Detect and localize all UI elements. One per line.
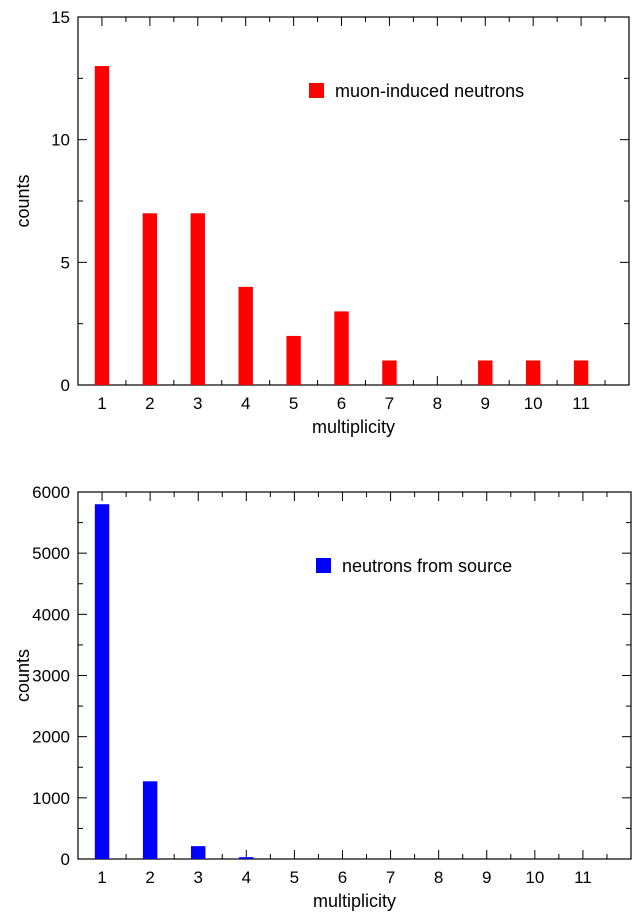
legend-label: neutrons from source [342,556,512,576]
x-tick-label: 6 [338,868,347,887]
x-axis-label: multiplicity [312,417,395,437]
x-tick-labels: 1 2 3 4 5 6 7 8 9 10 11 [97,868,591,887]
x-tick-label: 2 [145,394,154,413]
x-tick-label: 2 [145,868,154,887]
bar [191,846,205,859]
x-tick-label: 8 [434,868,443,887]
bars [95,66,589,385]
x-tick-label: 11 [574,868,592,887]
chart-source-neutrons: 1 2 3 4 5 6 7 8 9 10 11 0100020003000400050006000 … [13,483,631,911]
legend-swatch [309,83,324,98]
y-tick-labels: 0 1000 2000 3000 4000 5000 6000 [32,483,70,869]
y-tick-labels: 0 5 10 15 [51,8,70,395]
legend: muon-induced neutrons [309,81,524,101]
bar [95,66,109,385]
axis-ticks [78,17,629,385]
axis-ticks [78,492,631,859]
bar [143,213,157,385]
bar [334,311,348,385]
y-axis-label: counts [13,649,33,702]
x-tick-label: 6 [337,394,346,413]
bar [143,781,157,859]
x-tick-label: 5 [290,868,299,887]
bars [95,504,254,859]
x-tick-label: 1 [97,868,106,887]
x-tick-label: 4 [241,394,250,413]
x-tick-label: 8 [433,394,442,413]
x-tick-label: 5 [289,394,298,413]
bar [95,504,109,859]
bar [239,287,253,385]
y-tick-label: 0 [61,850,70,869]
x-tick-label: 1 [97,394,106,413]
legend-swatch [316,558,331,573]
bar [574,360,588,385]
x-tick-label: 7 [385,394,394,413]
y-tick-label: 3000 [32,667,70,686]
x-tick-label: 10 [525,868,544,887]
x-tick-labels: 1 2 3 4 5 6 7 8 9 10 11 [97,394,590,413]
x-tick-label: 3 [193,868,202,887]
plot-frame [78,17,629,385]
y-axis-label: counts [13,174,33,227]
bar [239,857,253,859]
x-tick-label: 3 [193,394,202,413]
bar [478,360,492,385]
y-tick-label: 1000 [32,789,70,808]
plot-frame [78,492,631,859]
x-tick-label: 10 [524,394,543,413]
y-tick-label: 2000 [32,728,70,747]
y-tick-label: 5 [61,253,70,272]
legend: neutrons from source [316,556,512,576]
bar [526,360,540,385]
legend-label: muon-induced neutrons [335,81,524,101]
x-tick-label: 9 [482,868,491,887]
y-tick-label: 4000 [32,605,70,624]
x-axis-label: multiplicity [313,891,396,911]
x-tick-label: 11 [572,394,590,413]
y-tick-label: 10 [51,131,70,150]
bar [191,213,205,385]
y-tick-label: 0 [61,376,70,395]
x-tick-label: 9 [481,394,490,413]
bar [382,360,396,385]
x-tick-label: 4 [242,868,251,887]
bar [286,336,300,385]
y-tick-label: 15 [51,8,70,27]
x-tick-label: 7 [386,868,395,887]
y-tick-label: 5000 [32,544,70,563]
y-tick-label: 6000 [32,483,70,502]
chart-muon-induced: 1 2 3 4 5 6 7 8 9 10 11 0 5 10 15 multiplicity counts… [13,8,629,437]
